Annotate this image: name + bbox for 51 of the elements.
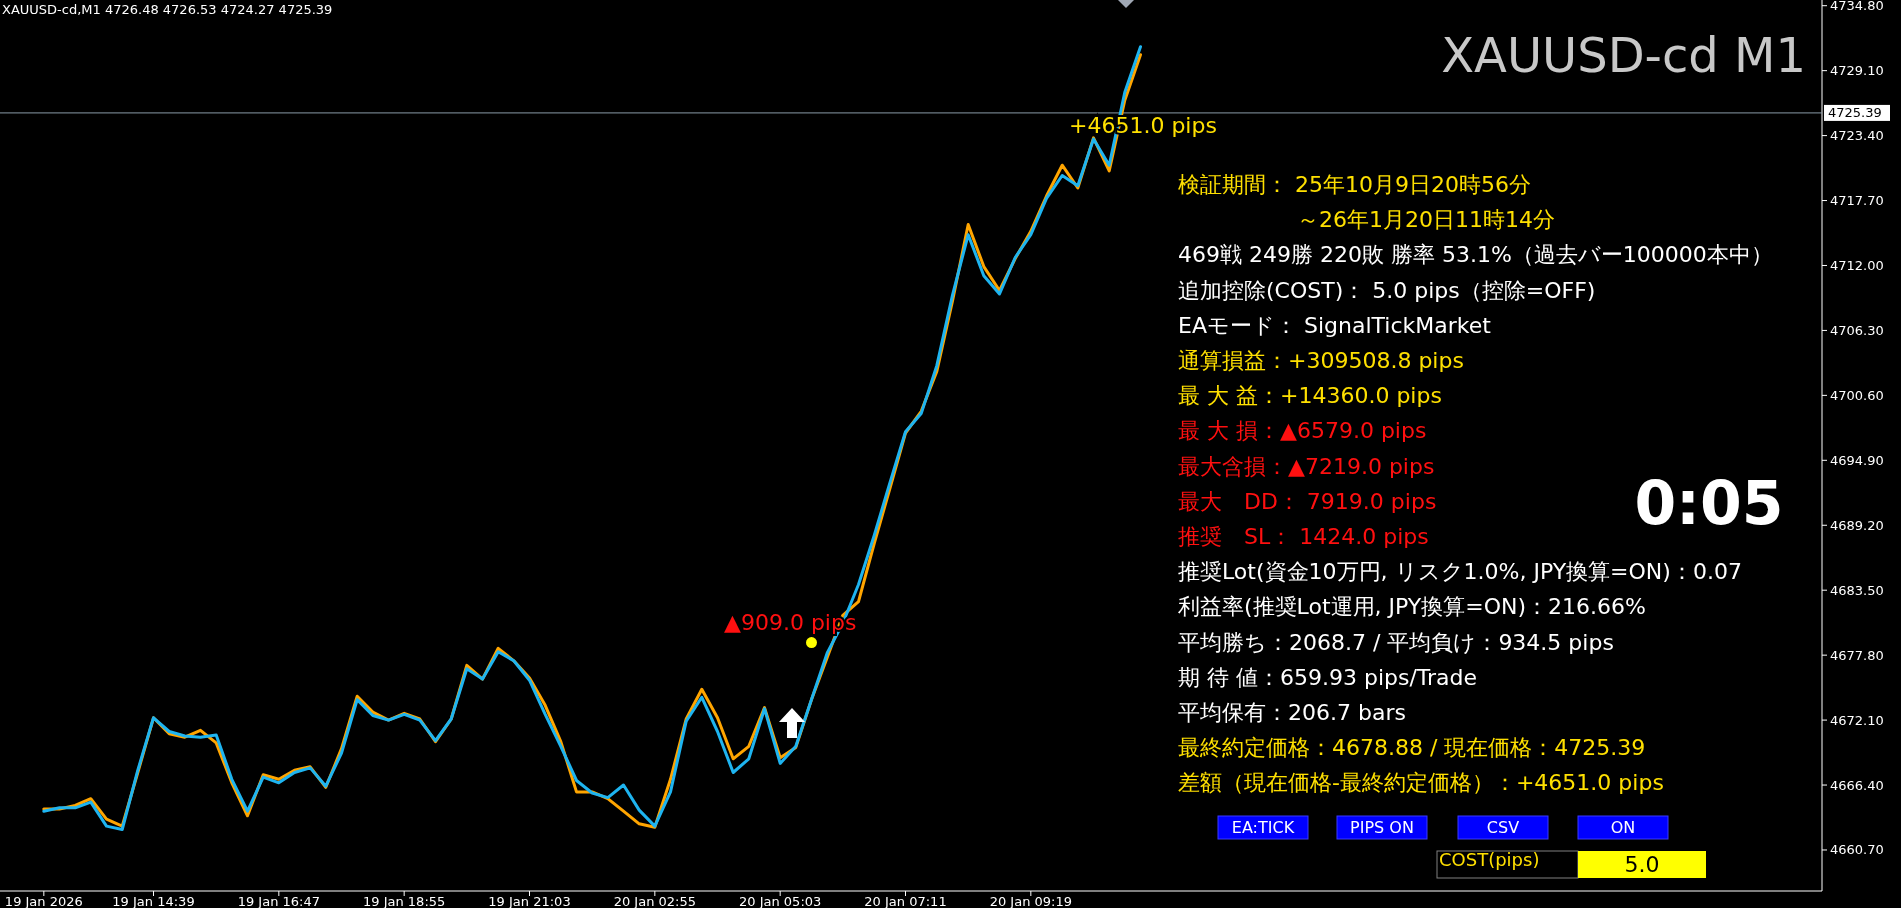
annotation: ～26年1月20日11時14分 [1297, 207, 1555, 233]
annotation: 5.0 [1624, 852, 1660, 877]
annotation: 平均保有：206.7 bars [1178, 700, 1406, 725]
y-tick-label: 4706.30 [1830, 322, 1884, 338]
y-tick-label: 4677.80 [1830, 647, 1884, 663]
y-tick-label: 4660.70 [1830, 842, 1884, 858]
y-tick-label: 4717.70 [1830, 193, 1884, 209]
text: XAUUSD-cd M1 [1441, 27, 1806, 83]
annotation: 推奨Lot(資金10万円, リスク1.0%, JPY換算=ON)：0.07 [1178, 559, 1742, 585]
annotation: ON [1610, 818, 1636, 837]
annotation: EAモード： SignalTickMarket [1178, 312, 1492, 338]
annotation: 平均勝ち：2068.7 / 平均負け：934.5 pips [1178, 629, 1614, 655]
y-tick-label: 4734.80 [1830, 0, 1884, 14]
annotation: 469戦 249勝 220敗 勝率 53.1%（過去バー100000本中） [1178, 242, 1773, 268]
x-tick-label: 20 Jan 05:03 [739, 894, 822, 908]
annotation: PIPS ON [1350, 818, 1414, 837]
annotation: 最大含損：▲7219.0 pips [1178, 453, 1435, 479]
annotation: 通算損益：+309508.8 pips [1178, 348, 1464, 373]
y-tick-label: 4723.40 [1830, 128, 1884, 144]
annotation: XAUUSD-cd,M1 4726.48 4726.53 4724.27 4725.39 [2, 2, 333, 17]
annotation: COST(pips) [1439, 849, 1540, 870]
y-tick-label: 4729.10 [1830, 63, 1884, 79]
x-tick-label: 19 Jan 14:39 [112, 894, 195, 908]
y-tick-label: 4689.20 [1830, 517, 1884, 533]
annotation: 最 大 損：▲6579.0 pips [1178, 418, 1427, 444]
annotation: 利益率(推奨Lot運用, JPY換算=ON)：216.66% [1178, 594, 1646, 620]
x-tick-label: 19 Jan 18:55 [363, 894, 446, 908]
y-tick-label: 4672.10 [1830, 712, 1884, 728]
annotation: 最 大 益：+14360.0 pips [1178, 383, 1442, 409]
x-tick-label: 19 Jan 16:47 [237, 894, 320, 908]
y-tick-label: 4700.60 [1830, 387, 1884, 403]
x-tick-label: 19 Jan 21:03 [488, 894, 571, 908]
y-tick-label: 4666.40 [1830, 777, 1884, 793]
annotation: 推奨 SL： 1424.0 pips [1178, 524, 1429, 549]
annotation: CSV [1486, 818, 1520, 837]
x-tick-label: 20 Jan 07:11 [864, 894, 947, 908]
annotation: 期 待 値：659.93 pips/Trade [1178, 664, 1478, 690]
y-tick-label: 4712.00 [1830, 257, 1884, 273]
annotation: 差額（現在価格-最終約定価格）：+4651.0 pips [1178, 770, 1664, 796]
annotation: 最終約定価格：4678.88 / 現在価格：4725.39 [1178, 735, 1646, 761]
x-tick-label: 20 Jan 02:55 [613, 894, 696, 908]
y-tick-label: 4683.50 [1830, 582, 1884, 598]
y-tick-label: 4694.90 [1830, 452, 1884, 468]
ref-line-label: 4725.39 [1828, 105, 1882, 121]
annotation: EA:TICK [1231, 818, 1295, 837]
annotation: 最大 DD： 7919.0 pips [1178, 488, 1437, 514]
x-tick-label: 20 Jan 09:19 [989, 894, 1072, 908]
x-tick-label: 19 Jan 2026 [4, 894, 83, 908]
annotation: 検証期間： 25年10月9日20時56分 [1178, 172, 1531, 197]
annotation: 追加控除(COST)： 5.0 pips（控除=OFF) [1178, 277, 1596, 303]
annotation: 0:05 [1634, 468, 1784, 538]
